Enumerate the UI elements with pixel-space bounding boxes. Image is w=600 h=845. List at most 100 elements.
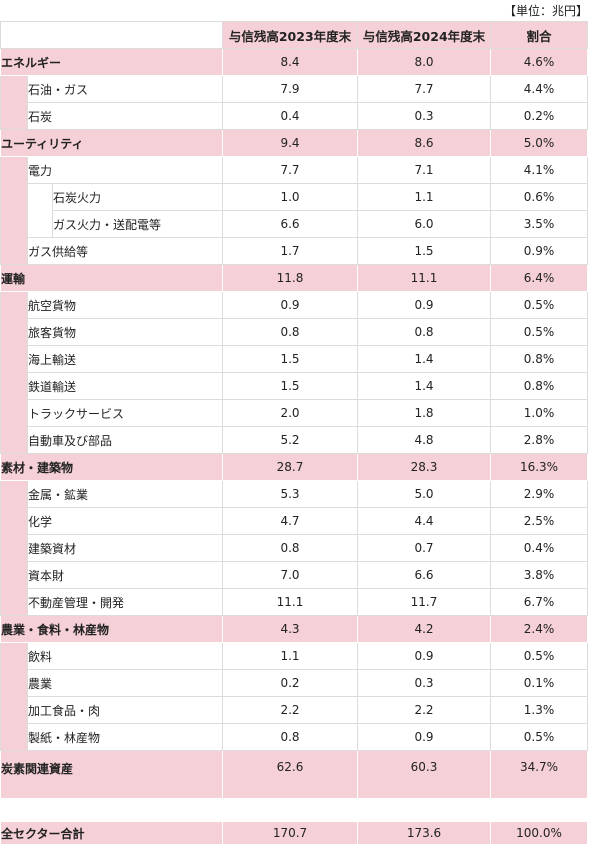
value-2023: 0.8 <box>222 318 359 346</box>
value-share: 0.4% <box>490 534 589 562</box>
value-2023: 0.8 <box>222 534 359 562</box>
indent-cell <box>27 183 53 238</box>
value-2023: 11.8 <box>222 264 359 292</box>
row-label: ガス供給等 <box>26 237 224 265</box>
value-2024: 0.9 <box>357 291 492 319</box>
category-row: 素材・建築物 28.7 28.3 16.3% <box>0 453 589 481</box>
table-row: 航空貨物 0.9 0.9 0.5% <box>0 291 589 454</box>
category-label: 炭素関連資産 <box>0 750 224 799</box>
value-share: 34.7% <box>490 750 589 799</box>
table-row: 石油・ガス 7.9 7.7 4.4% <box>0 75 589 130</box>
table-row: ガス火力・送配電等 6.6 6.0 3.5% <box>1 210 589 238</box>
value-2024: 8.6 <box>357 129 492 157</box>
value-2024: 173.6 <box>357 821 492 845</box>
header-share: 割合 <box>490 21 589 49</box>
carbon-total-row: 炭素関連資産 62.6 60.3 34.7% <box>0 750 589 799</box>
value-share: 6.7% <box>490 588 589 616</box>
value-2023: 7.9 <box>222 75 359 103</box>
row-label: 鉄道輸送 <box>26 372 224 400</box>
value-share: 0.5% <box>490 642 589 670</box>
value-share: 0.5% <box>490 291 589 319</box>
value-share: 3.5% <box>490 210 589 238</box>
credit-exposure-table: 与信残高2023年度末 与信残高2024年度末 割合 エネルギー 8.4 8.0… <box>0 21 589 845</box>
row-label: 旅客貨物 <box>26 318 224 346</box>
value-share: 2.5% <box>490 507 589 535</box>
table-row: ガス供給等 1.7 1.5 0.9% <box>1 237 589 265</box>
value-2023: 170.7 <box>222 821 359 845</box>
value-share: 0.6% <box>490 183 589 211</box>
header-2024: 与信残高2024年度末 <box>357 21 492 49</box>
grand-total-row: 全セクター合計 170.7 173.6 100.0% <box>0 821 589 845</box>
value-2024: 60.3 <box>357 750 492 799</box>
row-label: 飲料 <box>26 642 224 670</box>
value-share: 1.0% <box>490 399 589 427</box>
value-share: 0.2% <box>490 102 589 130</box>
row-label: 加工食品・肉 <box>26 696 224 724</box>
row-label: 化学 <box>26 507 224 535</box>
category-label: 素材・建築物 <box>0 453 224 481</box>
value-2024: 0.3 <box>357 669 492 697</box>
category-label: 農業・食料・林産物 <box>0 615 224 643</box>
row-label: 不動産管理・開発 <box>26 588 224 616</box>
row-label: 石炭 <box>26 102 224 130</box>
spacer-cell <box>0 798 588 822</box>
row-label: 海上輸送 <box>26 345 224 373</box>
value-2023: 62.6 <box>222 750 359 799</box>
value-2023: 0.8 <box>222 723 359 751</box>
value-share: 1.3% <box>490 696 589 724</box>
table-row: 農業 0.2 0.3 0.1% <box>1 669 589 697</box>
value-2024: 11.1 <box>357 264 492 292</box>
category-row: 農業・食料・林産物 4.3 4.2 2.4% <box>0 615 589 643</box>
table-row: 自動車及び部品 5.2 4.8 2.8% <box>1 426 589 454</box>
value-2024: 11.7 <box>357 588 492 616</box>
value-2023: 4.3 <box>222 615 359 643</box>
value-2024: 5.0 <box>357 480 492 508</box>
table-row: 建築資材 0.8 0.7 0.4% <box>1 534 589 562</box>
value-2024: 28.3 <box>357 453 492 481</box>
row-label: 自動車及び部品 <box>26 426 224 454</box>
value-share: 4.6% <box>490 48 589 76</box>
table-row: 製紙・林産物 0.8 0.9 0.5% <box>1 723 589 751</box>
value-2024: 0.9 <box>357 642 492 670</box>
value-2023: 7.7 <box>222 156 359 184</box>
indent-cell <box>0 75 28 130</box>
value-2024: 1.8 <box>357 399 492 427</box>
value-2023: 11.1 <box>222 588 359 616</box>
category-label: ユーティリティ <box>0 129 224 157</box>
value-2023: 1.7 <box>222 237 359 265</box>
value-share: 3.8% <box>490 561 589 589</box>
table-row: 石炭 0.4 0.3 0.2% <box>1 102 589 130</box>
value-2023: 5.3 <box>222 480 359 508</box>
table-row: 飲料 1.1 0.9 0.5% <box>0 642 589 751</box>
unit-label: 【単位：兆円】 <box>503 4 588 18</box>
value-share: 2.9% <box>490 480 589 508</box>
value-2024: 0.9 <box>357 723 492 751</box>
value-2024: 4.2 <box>357 615 492 643</box>
value-2023: 0.2 <box>222 669 359 697</box>
value-2024: 4.4 <box>357 507 492 535</box>
value-2023: 2.0 <box>222 399 359 427</box>
value-share: 2.8% <box>490 426 589 454</box>
value-share: 0.8% <box>490 345 589 373</box>
value-2024: 7.1 <box>357 156 492 184</box>
category-label: 運輸 <box>0 264 224 292</box>
row-label: 金属・鉱業 <box>26 480 224 508</box>
row-label: 電力 <box>26 156 224 184</box>
spacer-row <box>0 798 588 822</box>
value-share: 5.0% <box>490 129 589 157</box>
value-2023: 1.1 <box>222 642 359 670</box>
value-share: 100.0% <box>490 821 589 845</box>
value-share: 0.5% <box>490 318 589 346</box>
value-share: 4.4% <box>490 75 589 103</box>
value-share: 16.3% <box>490 453 589 481</box>
row-label: 建築資材 <box>26 534 224 562</box>
value-2024: 2.2 <box>357 696 492 724</box>
row-label: トラックサービス <box>26 399 224 427</box>
value-2024: 1.4 <box>357 372 492 400</box>
value-2024: 0.7 <box>357 534 492 562</box>
value-share: 0.1% <box>490 669 589 697</box>
value-2023: 9.4 <box>222 129 359 157</box>
value-2024: 1.4 <box>357 345 492 373</box>
value-2023: 5.2 <box>222 426 359 454</box>
indent-cell <box>0 480 28 616</box>
